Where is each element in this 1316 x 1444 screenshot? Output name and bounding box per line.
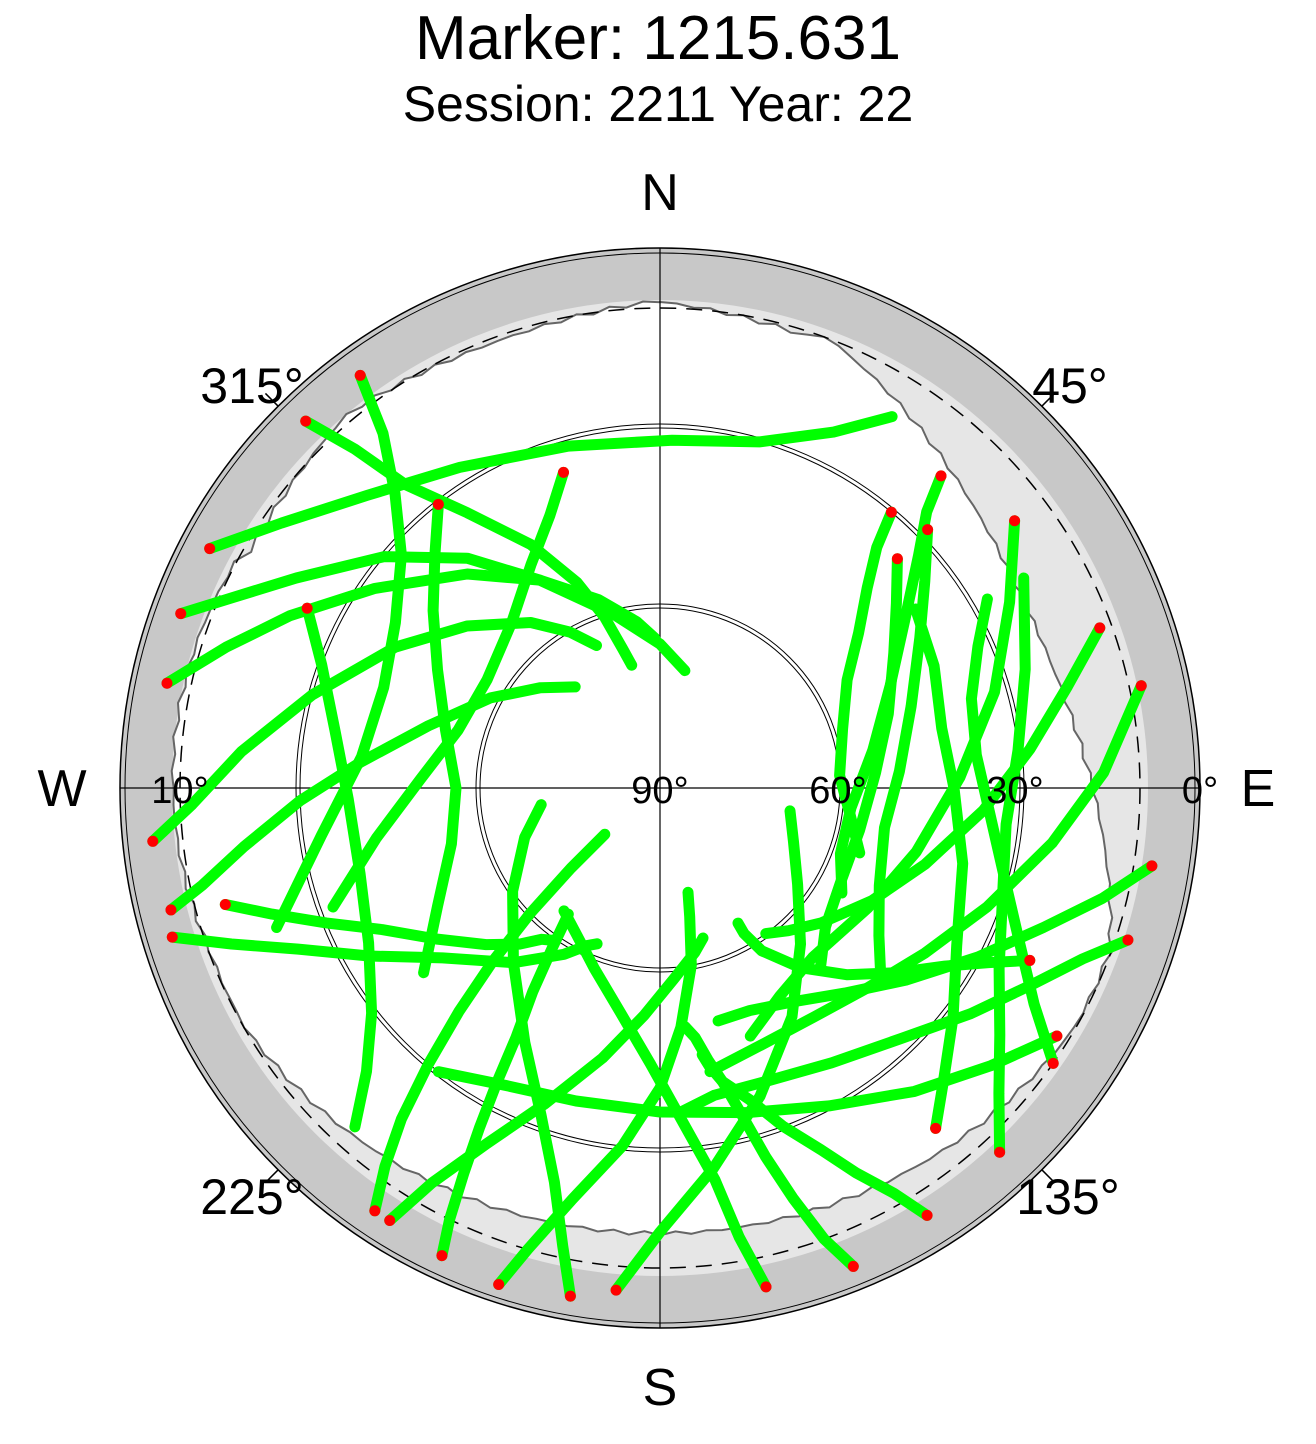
track-17 [507,799,576,1302]
track-28 [834,506,897,859]
compass-south-label: S [643,1359,678,1417]
azimuth-label-135: 135° [1016,1169,1119,1225]
compass-west-label: W [37,760,86,818]
track-start-28 [885,506,897,518]
track-start-3 [204,543,216,555]
track-start-35 [1051,1030,1063,1042]
track-start-8 [166,931,178,943]
track-start-4 [175,608,187,620]
track-35 [432,1030,1063,1119]
track-start-33 [1122,934,1134,946]
azimuth-tick-45 [1041,392,1056,407]
track-start-22 [994,1146,1006,1158]
track-18 [610,805,806,1296]
track-34 [815,553,903,972]
axis-labels: N S E W 45° 135° 225° 315° 0° 30° 60° 90… [37,164,1275,1417]
track-start-30 [1094,622,1106,634]
track-30 [760,622,1106,940]
compass-east-label: E [1241,760,1276,818]
track-start-11 [558,466,570,478]
elevation-label-0: 0° [1182,770,1218,812]
satellite-tracks [147,369,1158,1302]
track-start-12 [432,498,444,510]
track-27 [873,524,934,979]
track-3 [204,411,898,555]
chart-subtitle: Session: 2211 Year: 22 [402,76,914,132]
track-start-5 [161,677,173,689]
track-2 [300,415,638,671]
track-1 [271,369,407,933]
track-start-6 [147,835,159,847]
track-start-34 [891,553,903,565]
azimuth-tick-225 [264,1169,279,1184]
track-32 [712,860,1158,1027]
azimuth-label-45: 45° [1032,358,1108,414]
track-start-25 [930,1122,942,1134]
track-start-13 [369,1205,381,1217]
track-start-2 [300,415,312,427]
track-6 [147,617,602,847]
track-start-7 [165,904,177,916]
track-25 [910,603,969,1134]
track-start-9 [219,898,231,910]
track-start-15 [384,1215,396,1227]
track-13 [369,828,611,1217]
azimuth-label-315: 315° [200,358,303,414]
track-12 [418,498,462,979]
track-7 [165,681,581,916]
track-start-32 [1146,860,1158,872]
elevation-label-30: 30° [986,770,1043,812]
elevation-label-10: 10° [151,770,208,812]
track-start-27 [922,524,934,536]
track-start-21 [921,1209,933,1221]
azimuth-tick-315 [264,392,279,407]
track-11 [327,466,569,913]
track-start-17 [564,1290,576,1302]
track-start-10 [301,602,313,614]
track-start-19 [760,1281,772,1293]
azimuth-label-225: 225° [200,1169,303,1225]
chart-title: Marker: 1215.631 [415,4,901,73]
track-start-18 [610,1284,622,1296]
track-start-16 [493,1278,505,1290]
track-start-23 [1047,1057,1059,1069]
track-29 [744,515,1021,1042]
track-5 [161,568,661,689]
track-start-26 [935,470,947,482]
compass-north-label: N [641,164,679,222]
azimuth-tick-135 [1041,1169,1056,1184]
elevation-label-90: 90° [631,770,688,812]
track-19 [558,905,772,1293]
track-start-20 [847,1260,859,1272]
track-start-1 [354,369,366,381]
track-31 [704,680,1147,1078]
track-start-29 [1009,515,1021,527]
track-start-24 [1024,954,1036,966]
elevation-label-60: 60° [809,770,866,812]
track-33 [677,934,1134,1117]
track-start-31 [1135,680,1147,692]
track-start-14 [436,1250,448,1262]
